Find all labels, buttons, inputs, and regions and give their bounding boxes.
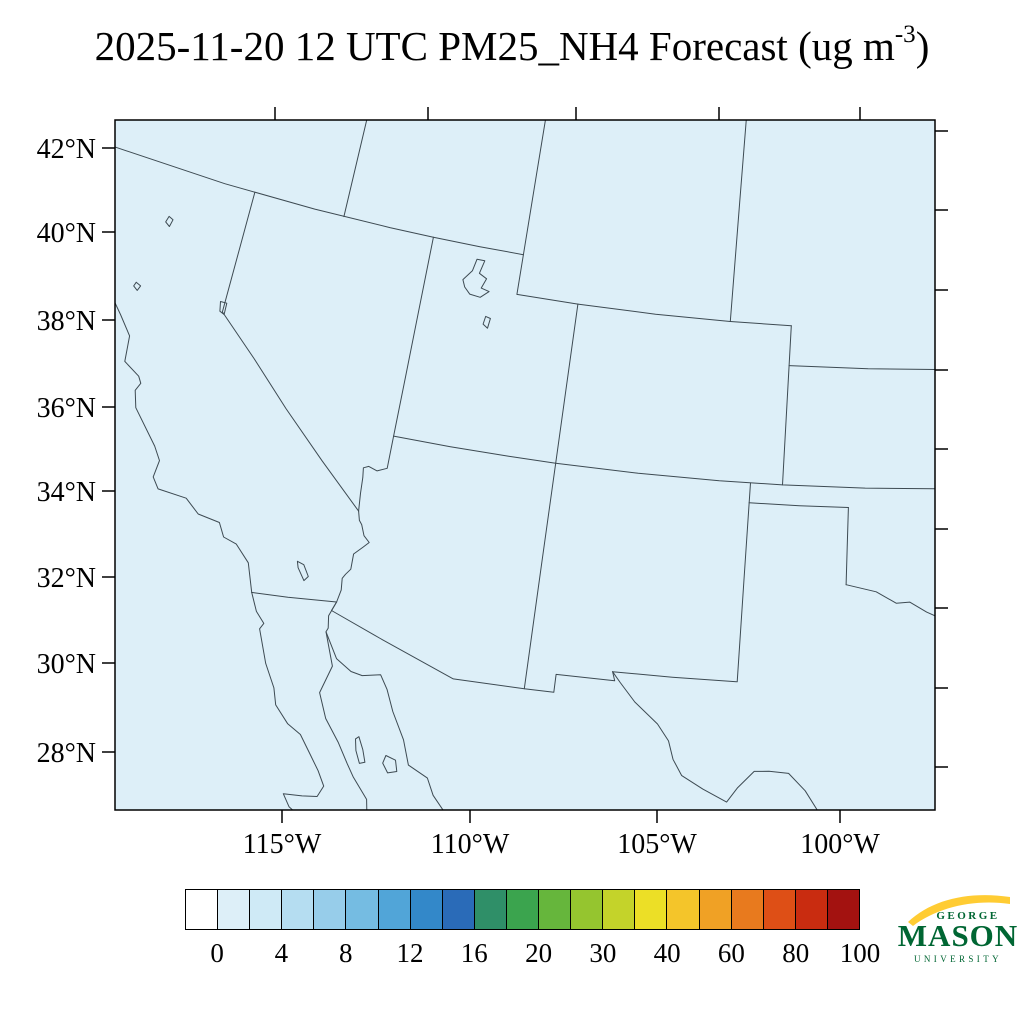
colorbar-tick-label: 40 [653,938,681,968]
feature-nevada-utah-border [393,236,434,437]
logo-mason-text: MASON [898,918,1018,953]
feature-border-42n [115,146,524,256]
plot-title: 2025-11-20 12 UTC PM25_NH4 Forecast (ug … [0,21,1024,70]
feature-utah-wyoming-border [516,254,579,305]
feature-texas-oklahoma-100w [845,507,849,586]
colorbar-tick-label: 100 [839,938,881,968]
colorbar-cell [570,890,603,929]
colorbar-cell [762,890,795,929]
feature-us-mexico-border-arizona-newmexico [331,601,616,693]
colorbar-cell [313,890,346,929]
feature-clear-lake [133,281,142,291]
colorbar-cell [186,890,218,929]
colorbar-tick-label: 30 [589,938,617,968]
logo-university-text: UNIVERSITY [914,954,1002,964]
colorbar-tick-label: 20 [525,938,553,968]
feature-sonora-coast [325,631,444,810]
colorbar-cell [473,890,506,929]
plot-title-close: ) [915,23,930,69]
feature-newmexico-texas-border [736,482,751,683]
feature-colorado-kansas-border [782,325,792,486]
feature-oregon-idaho-border [343,120,368,218]
feature-arizona-newmexico-border [523,462,557,690]
feature-california-nevada-border [221,192,360,512]
colorbar-cell [441,890,474,929]
feature-wyoming-west-border [522,120,546,256]
plot-title-superscript: -3 [894,21,916,49]
colorbar-tick-label: 4 [274,938,289,968]
feature-lake-tahoe [219,301,228,315]
colorbar-cell [666,890,699,929]
colorbar [185,889,860,930]
latitude-label: 36°N [37,393,96,424]
feature-salton-sea [296,560,309,582]
colorbar-tick-label: 12 [396,938,424,968]
feature-isla-angel-de-la-guarda [355,736,366,764]
feature-utah-lake [482,315,491,329]
colorbar-tick-label: 0 [210,938,224,968]
colorbar-cell [698,890,731,929]
colorbar-cell [377,890,410,929]
colorbar-cell [249,890,282,929]
colorbar-cell [826,890,859,929]
gmu-logo: GEORGE MASON UNIVERSITY [898,895,1018,964]
longitude-label: 110°W [431,829,510,860]
feature-isla-tiburon [382,755,398,774]
feature-nevada-arizona-border [358,435,395,512]
feature-arizona-utah-border [393,435,557,464]
longitude-label: 105°W [617,829,697,860]
colorbar-tick-label: 60 [717,938,745,968]
latitude-label: 34°N [37,477,96,508]
map-features [115,120,935,810]
colorbar-tick-label: 8 [338,938,353,968]
feature-wyoming-south-border [577,303,731,322]
colorbar-cell [217,890,250,929]
feature-baja-east-coast [319,601,368,810]
feature-newmexico-texas-32n [612,671,737,683]
colorbar-cell [409,890,442,929]
colorbar-cell [634,890,667,929]
colorbar-tick-label: 80 [782,938,810,968]
colorbar-cell [281,890,314,929]
feature-red-river [845,584,935,617]
latitude-label: 32°N [37,563,96,594]
feature-rio-grande [612,671,818,810]
feature-us-mexico-border-california [251,591,338,603]
latitude-label: 40°N [37,218,96,249]
feature-utah-colorado-border [555,303,579,464]
feature-oklahoma-texas-border [748,502,849,508]
map-field-background [115,120,935,810]
feature-kansas-nebraska-border [788,365,935,370]
logo-george-text: GEORGE [936,910,999,922]
logo-swoosh-icon [908,895,1010,926]
colorbar-cell [345,890,378,929]
latitude-label: 30°N [37,649,96,680]
colorbar-cell [730,890,763,929]
latitude-label: 28°N [37,738,96,769]
longitude-label: 115°W [243,829,322,860]
feature-colorado-river-california-arizona [336,510,370,603]
feature-california-coast [115,301,253,593]
latitude-label: 42°N [37,134,96,165]
colorbar-cell [794,890,827,929]
map-frame [114,119,936,811]
feature-colorado-nebraska-border [729,321,792,327]
longitude-label: 100°W [800,829,880,860]
colorbar-cell [538,890,571,929]
feature-baja-west-coast [251,591,325,810]
plot-title-text: 2025-11-20 12 UTC PM25_NH4 Forecast (ug … [94,23,895,69]
feature-lake-shasta [165,215,174,227]
colorbar-cell [602,890,635,929]
feature-great-salt-lake [462,258,490,298]
feature-wyoming-east-border [729,120,747,322]
colorbar-tick-label: 16 [460,938,488,968]
latitude-label: 38°N [37,306,96,337]
colorbar-cell [505,890,539,929]
